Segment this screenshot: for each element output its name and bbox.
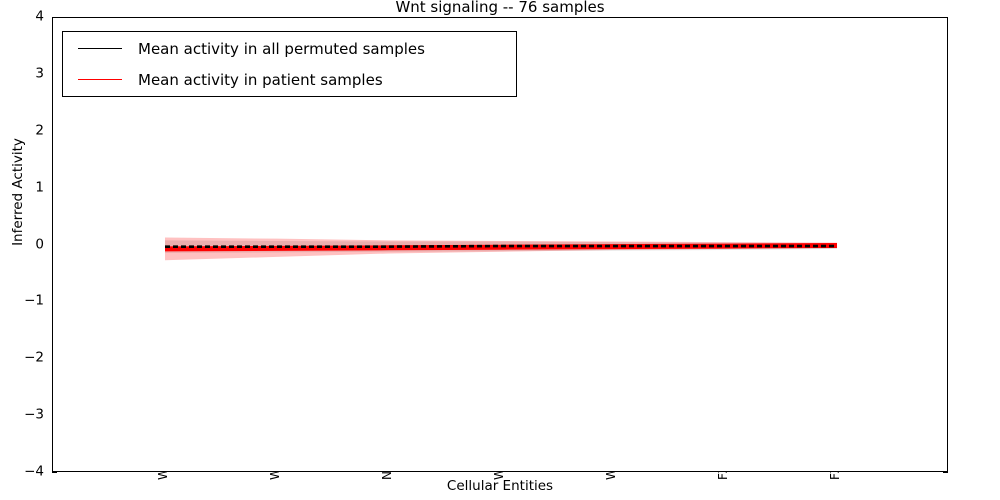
chart-data-layer xyxy=(164,237,838,261)
y-tick-label: −2 xyxy=(24,349,44,366)
legend-line-swatch-patient xyxy=(78,79,122,80)
legend-entry-patient: Mean activity in patient samples xyxy=(63,63,516,96)
chart-legend: Mean activity in all permuted samples Me… xyxy=(62,31,517,97)
x-axis-label: Cellular Entities xyxy=(446,478,554,494)
y-tick-label: 1 xyxy=(35,178,44,195)
y-tick-label: −3 xyxy=(24,406,44,423)
legend-line-swatch-permuted xyxy=(78,48,122,49)
permuted-mean-line xyxy=(165,244,837,248)
y-tick-label: 0 xyxy=(35,235,44,252)
y-tick-label: 4 xyxy=(35,8,44,25)
y-tick-mark xyxy=(943,472,948,474)
legend-entry-permuted: Mean activity in all permuted samples xyxy=(63,32,516,65)
legend-label-patient: Mean activity in patient samples xyxy=(138,70,383,89)
y-tick-label: −1 xyxy=(24,292,44,309)
y-tick-mark xyxy=(52,472,57,474)
legend-label-permuted: Mean activity in all permuted samples xyxy=(138,39,425,58)
y-tick-label: 2 xyxy=(35,122,44,138)
y-tick-label: 3 xyxy=(35,65,44,82)
y-tick-label: −4 xyxy=(24,463,44,480)
chart-title: Wnt signaling -- 76 samples xyxy=(395,0,605,16)
